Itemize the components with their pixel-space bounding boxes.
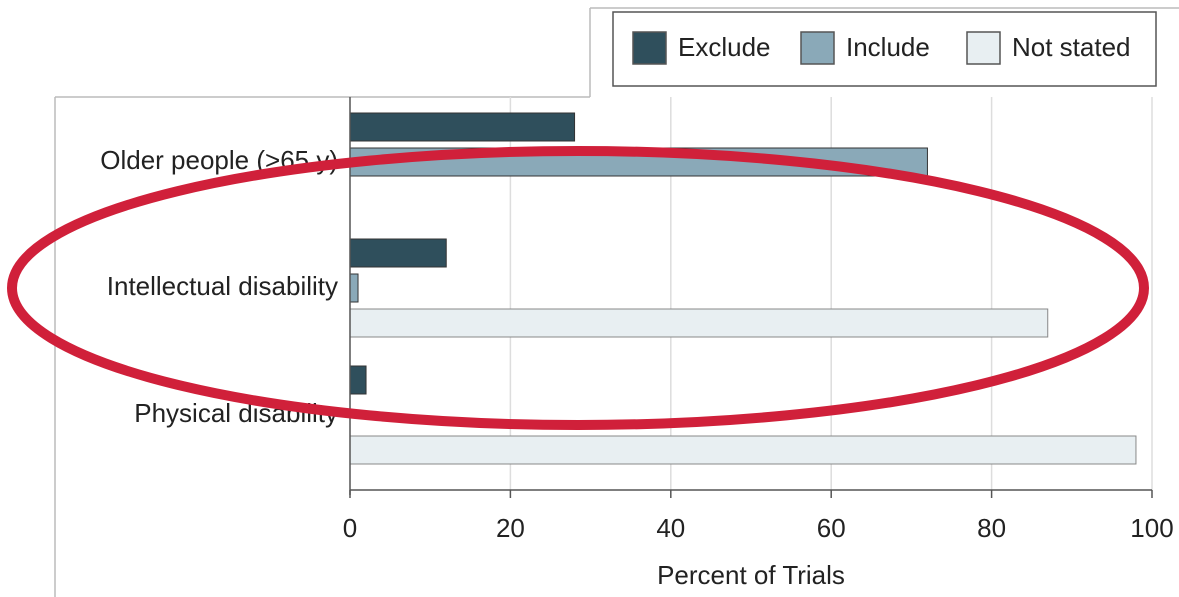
bar [349,365,367,395]
frame [54,7,1179,597]
legend-swatch [800,31,835,65]
x-axis-title: Percent of Trials [657,560,845,590]
bar [349,238,447,268]
legend-box [612,11,1157,87]
x-tick-label: 40 [656,513,685,543]
x-tick-label: 100 [1130,513,1173,543]
x-tick-label: 60 [817,513,846,543]
x-tick-label: 0 [343,513,357,543]
highlight-ellipse [7,146,1149,430]
x-tick-label: 20 [496,513,525,543]
bar [349,112,576,142]
legend-swatch [966,31,1001,65]
x-tick-label: 80 [977,513,1006,543]
bar [349,435,1137,465]
legend-label: Not stated [1012,32,1131,62]
legend-swatch [632,31,667,65]
bar [349,308,1049,338]
bar [349,273,359,303]
legend-label: Exclude [678,32,771,62]
legend-label: Include [846,32,930,62]
y-tick-label: Intellectual disability [107,271,338,301]
